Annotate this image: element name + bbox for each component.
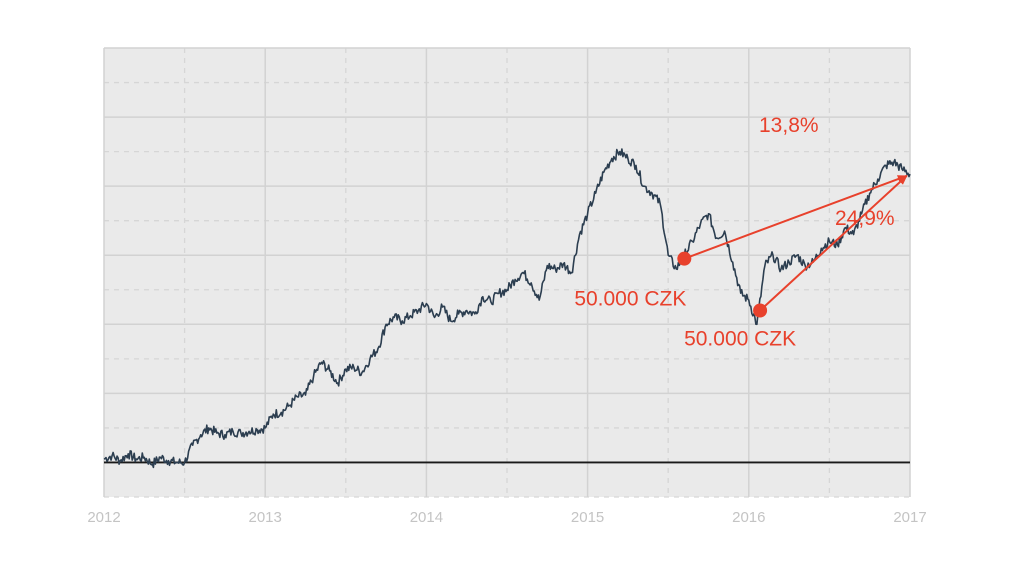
x-tick-label: 2012	[87, 509, 120, 526]
x-tick-label: 2015	[571, 509, 604, 526]
annotations: 50.000 CZK 50.000 CZK 13,8% 24,9%	[574, 114, 908, 350]
arrow-label-1: 13,8%	[759, 114, 819, 137]
point-label-1: 50.000 CZK	[574, 288, 686, 311]
arrow-2	[759, 175, 908, 312]
arrow-1	[683, 174, 908, 260]
x-tick-label: 2017	[893, 509, 926, 526]
x-tick-label: 2014	[410, 509, 443, 526]
minor-grid	[104, 48, 910, 498]
investment-point-1	[677, 251, 692, 266]
price-line	[103, 148, 911, 469]
arrow-label-2: 24,9%	[835, 207, 895, 230]
x-tick-label: 2016	[732, 509, 765, 526]
point-label-2: 50.000 CZK	[684, 327, 796, 350]
x-axis-tick-labels: 2012 2013 2014 2015 2016 2017	[87, 509, 926, 526]
investment-point-2	[753, 303, 768, 318]
x-tick-label: 2013	[249, 509, 282, 526]
